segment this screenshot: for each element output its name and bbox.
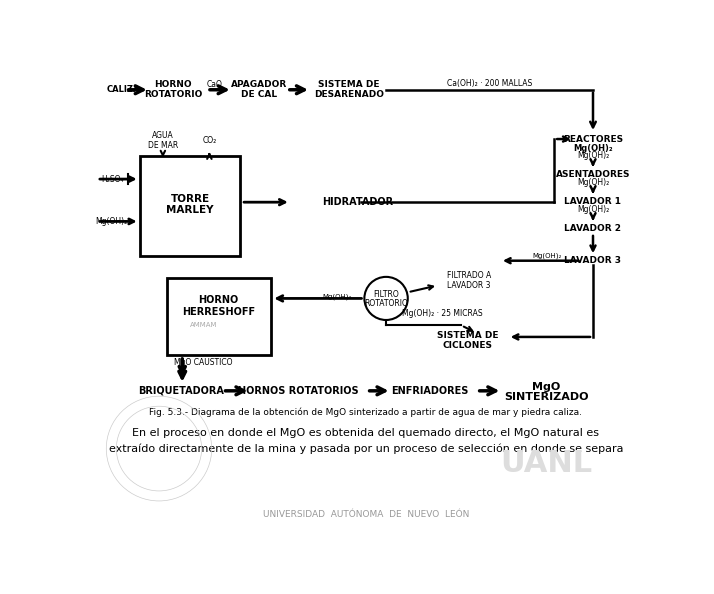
Text: extraído directamente de la mina y pasada por un proceso de selección en donde s: extraído directamente de la mina y pasad… bbox=[109, 443, 623, 454]
Text: UNIVERSIDAD  AUTÓNOMA  DE  NUEVO  LEÓN: UNIVERSIDAD AUTÓNOMA DE NUEVO LEÓN bbox=[263, 510, 469, 519]
Text: ASENTADORES: ASENTADORES bbox=[555, 170, 630, 179]
Text: AGUA
DE MAR: AGUA DE MAR bbox=[148, 131, 178, 150]
Text: Mg(OH)₂: Mg(OH)₂ bbox=[577, 206, 609, 214]
Text: CaO: CaO bbox=[207, 80, 223, 89]
Text: CO₂: CO₂ bbox=[202, 136, 216, 145]
Text: TORRE
MARLEY: TORRE MARLEY bbox=[166, 194, 213, 215]
Text: HIDRATADOR: HIDRATADOR bbox=[322, 197, 393, 207]
Text: MgO: MgO bbox=[533, 382, 560, 392]
Text: UANL: UANL bbox=[501, 450, 593, 479]
Text: H₂SO₄: H₂SO₄ bbox=[101, 175, 124, 184]
Text: SINTERIZADO: SINTERIZADO bbox=[504, 392, 589, 402]
Text: HORNO
HERRESHOFF: HORNO HERRESHOFF bbox=[182, 295, 255, 317]
Text: MgO CAUSTICO: MgO CAUSTICO bbox=[174, 358, 233, 367]
Bar bbox=[167, 277, 271, 355]
Text: Mg(OH)₂: Mg(OH)₂ bbox=[95, 217, 127, 226]
Text: CALIZA: CALIZA bbox=[106, 86, 140, 94]
Circle shape bbox=[364, 277, 408, 320]
Text: LAVADOR 1: LAVADOR 1 bbox=[565, 197, 621, 206]
Text: FILTRADO A
LAVADOR 3: FILTRADO A LAVADOR 3 bbox=[447, 271, 491, 290]
Text: FILTRO: FILTRO bbox=[373, 290, 399, 299]
Text: Mg(OH)₂: Mg(OH)₂ bbox=[577, 178, 609, 188]
Text: Mg(OH)₂: Mg(OH)₂ bbox=[323, 293, 352, 300]
Text: APAGADOR
DE CAL: APAGADOR DE CAL bbox=[231, 80, 287, 99]
Text: REACTORES: REACTORES bbox=[563, 134, 623, 144]
Text: AMMAM: AMMAM bbox=[190, 323, 218, 328]
Text: En el proceso en donde el MgO es obtenida del quemado directo, el MgO natural es: En el proceso en donde el MgO es obtenid… bbox=[132, 428, 600, 438]
Text: HORNOS ROTATORIOS: HORNOS ROTATORIOS bbox=[238, 386, 359, 396]
Bar bbox=[140, 156, 241, 256]
Text: ENFRIADORES: ENFRIADORES bbox=[391, 386, 469, 396]
Text: Ca(OH)₂ · 200 MALLAS: Ca(OH)₂ · 200 MALLAS bbox=[447, 79, 533, 88]
Text: SISTEMA DE
DESARENADO: SISTEMA DE DESARENADO bbox=[314, 80, 384, 99]
Text: LAVADOR 3: LAVADOR 3 bbox=[565, 256, 621, 265]
Text: Fig. 5.3.- Diagrama de la obtención de MgO sinterizado a partir de agua de mar y: Fig. 5.3.- Diagrama de la obtención de M… bbox=[149, 407, 583, 417]
Text: BRIQUETADORA: BRIQUETADORA bbox=[138, 386, 223, 396]
Text: Mg(OH)₂: Mg(OH)₂ bbox=[533, 253, 562, 260]
Text: Mg(OH)₂: Mg(OH)₂ bbox=[573, 144, 613, 153]
Text: SISTEMA DE
CICLONES: SISTEMA DE CICLONES bbox=[437, 331, 498, 350]
Text: LAVADOR 2: LAVADOR 2 bbox=[565, 224, 621, 233]
Text: HORNO
ROTATORIO: HORNO ROTATORIO bbox=[144, 80, 202, 99]
Text: ROTATORIO: ROTATORIO bbox=[364, 299, 408, 308]
Text: Mg(OH)₂: Mg(OH)₂ bbox=[577, 151, 609, 160]
Text: Mg(OH)₂ · 25 MICRAS: Mg(OH)₂ · 25 MICRAS bbox=[401, 309, 482, 318]
